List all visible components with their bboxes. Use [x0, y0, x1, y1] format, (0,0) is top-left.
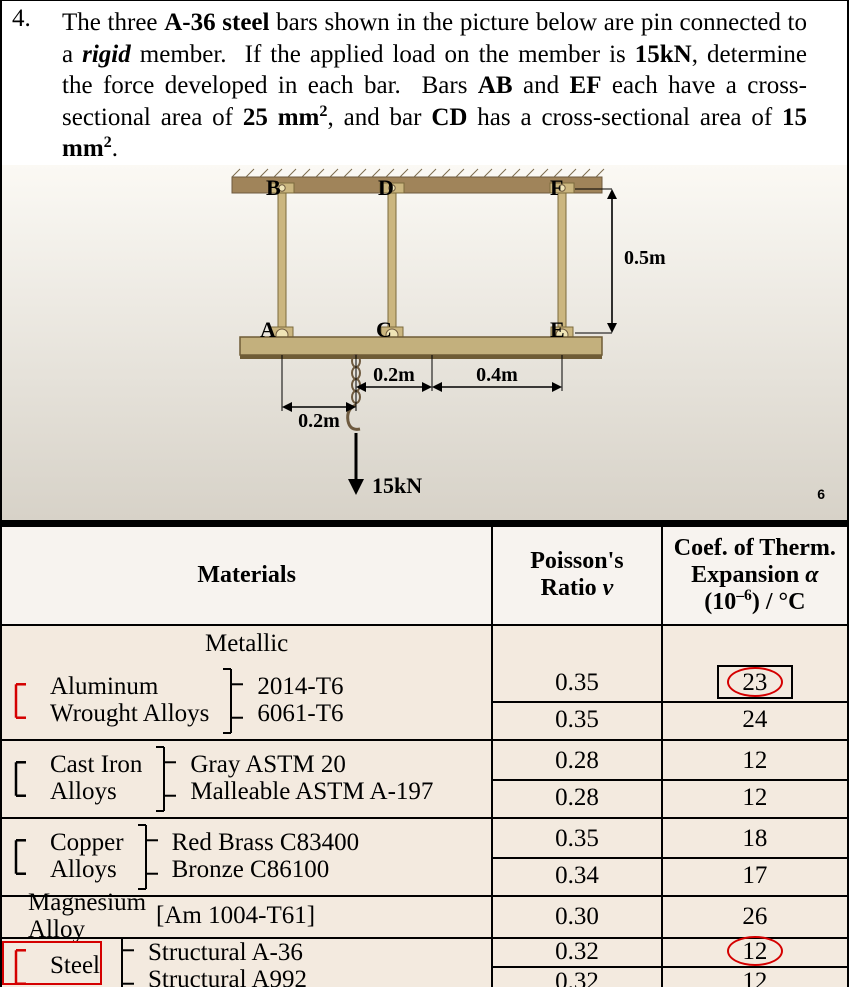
poisson-value: 0.35: [493, 665, 660, 701]
svg-text:0.2m: 0.2m: [373, 364, 415, 386]
svg-text:D: D: [378, 175, 394, 200]
section-metallic: Metallic: [205, 630, 288, 657]
svg-text:A: A: [260, 317, 276, 342]
problem-block: 4. The three A-36 steel bars shown in th…: [0, 0, 849, 522]
svg-text:0.5m: 0.5m: [624, 247, 666, 269]
svg-text:C: C: [376, 317, 392, 342]
poisson-value: 0.34: [493, 857, 660, 893]
grade-label: 2014-T6: [257, 674, 343, 700]
grade-label: Structural A-36: [148, 940, 307, 966]
poisson-value: 0.28: [493, 743, 660, 779]
material-group: Cast IronAlloys: [50, 752, 142, 805]
grade-label: Structural A992: [148, 967, 307, 987]
coef-value: 12: [663, 966, 847, 987]
hdr-coef: Coef. of Therm.Expansion α(10–6) / °C: [662, 526, 848, 625]
poisson-value: 0.28: [493, 779, 660, 815]
coef-value: 24: [663, 701, 847, 737]
grade-label: Bronze C86100: [172, 857, 360, 883]
material-group: AluminumWrought Alloys: [50, 674, 209, 727]
problem-figure: B D F A C E 0.5m 0.2m 0.2m 0.4m 15kN: [2, 165, 847, 520]
poisson-value: 0.35: [493, 701, 660, 737]
grade-label: Gray ASTM 20: [190, 752, 433, 778]
table-row: CopperAlloys Red Brass C83400Bronze C8610…: [1, 818, 848, 896]
hdr-poisson: Poisson'sRatio ν: [492, 526, 661, 625]
material-group: CopperAlloys: [50, 830, 124, 883]
svg-text:0.4m: 0.4m: [476, 364, 518, 386]
poisson-value: 0.30: [493, 899, 660, 935]
coef-value: 12: [663, 939, 847, 966]
grade-label: Red Brass C83400: [172, 830, 360, 856]
slide-number: 6: [817, 486, 825, 502]
grade-label: [Am 1004-T61]: [156, 903, 315, 929]
svg-text:E: E: [550, 317, 565, 342]
figure-svg: B D F A C E 0.5m 0.2m 0.2m 0.4m 15kN: [2, 165, 847, 520]
table-row: MagnesiumAlloy[Am 1004-T61]0.3026: [1, 896, 848, 938]
table-row: Steel Structural A-36Structural A992 0.320…: [1, 938, 848, 987]
material-group: MagnesiumAlloy: [28, 890, 146, 943]
poisson-value: 0.35: [493, 821, 660, 857]
hdr-materials: Materials: [1, 526, 492, 625]
table-row: Cast IronAlloys Gray ASTM 20Malleable AST…: [1, 740, 848, 818]
svg-text:15kN: 15kN: [372, 473, 422, 498]
coef-value: 12: [663, 779, 847, 815]
table-row: AluminumWrought Alloys 2014-T66061-T6 0.35…: [1, 663, 848, 740]
materials-body: Metallic AluminumWrought Alloys 2014-T6606…: [1, 625, 848, 987]
material-group: Steel: [50, 953, 100, 979]
problem-text: The three A-36 steel bars shown in the p…: [62, 7, 807, 165]
poisson-value: 0.32: [493, 939, 660, 966]
materials-section: Materials Poisson'sRatio ν Coef. of Ther…: [0, 522, 849, 987]
coef-value: 18: [663, 821, 847, 857]
svg-text:F: F: [550, 175, 563, 200]
coef-value: 17: [663, 857, 847, 893]
coef-value: 23: [663, 665, 847, 701]
coef-value: 12: [663, 743, 847, 779]
svg-text:0.2m: 0.2m: [298, 410, 340, 432]
materials-table: Materials Poisson'sRatio ν Coef. of Ther…: [0, 525, 849, 987]
table-header-row: Materials Poisson'sRatio ν Coef. of Ther…: [1, 526, 848, 625]
grade-label: Malleable ASTM A-197: [190, 779, 433, 805]
grade-label: 6061-T6: [257, 701, 343, 727]
coef-value: 26: [663, 899, 847, 935]
page: 4. The three A-36 steel bars shown in th…: [0, 0, 849, 987]
poisson-value: 0.32: [493, 966, 660, 987]
problem-number: 4.: [12, 5, 31, 33]
svg-text:B: B: [266, 175, 281, 200]
